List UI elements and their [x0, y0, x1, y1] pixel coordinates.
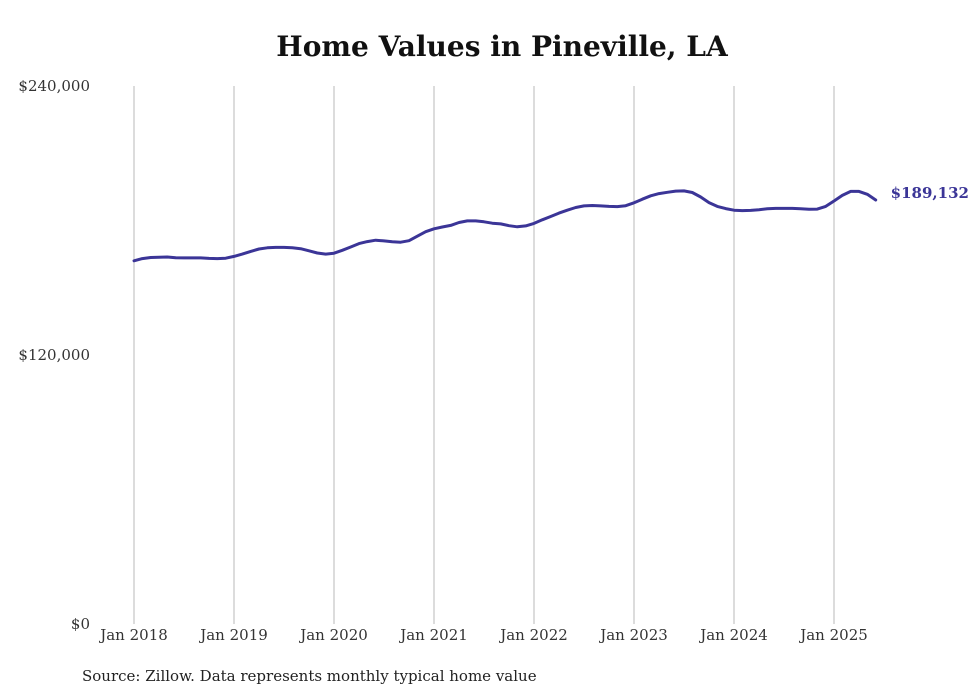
- source-note: Source: Zillow. Data represents monthly …: [82, 667, 537, 685]
- x-tick-label: Jan 2021: [398, 626, 468, 644]
- x-tick-label: Jan 2020: [298, 626, 368, 644]
- end-value-label: $189,132: [891, 184, 969, 202]
- x-tick-label: Jan 2019: [198, 626, 268, 644]
- y-tick-label: $120,000: [18, 346, 90, 364]
- x-tick-label: Jan 2024: [698, 626, 768, 644]
- y-tick-label: $240,000: [18, 77, 90, 95]
- y-tick-label: $0: [71, 615, 90, 633]
- x-axis-ticks: Jan 2018 Jan 2019 Jan 2020 Jan 2021 Jan 2022…: [98, 626, 868, 644]
- chart-title: Home Values in Pineville, LA: [276, 30, 728, 63]
- x-tick-label: Jan 2025: [798, 626, 868, 644]
- gridlines: [133, 86, 835, 624]
- x-tick-label: Jan 2022: [498, 626, 568, 644]
- x-tick-label: Jan 2018: [98, 626, 168, 644]
- series-line: [132, 189, 878, 263]
- x-tick-label: Jan 2023: [598, 626, 668, 644]
- y-axis-ticks: $0 $120,000 $240,000: [18, 77, 90, 633]
